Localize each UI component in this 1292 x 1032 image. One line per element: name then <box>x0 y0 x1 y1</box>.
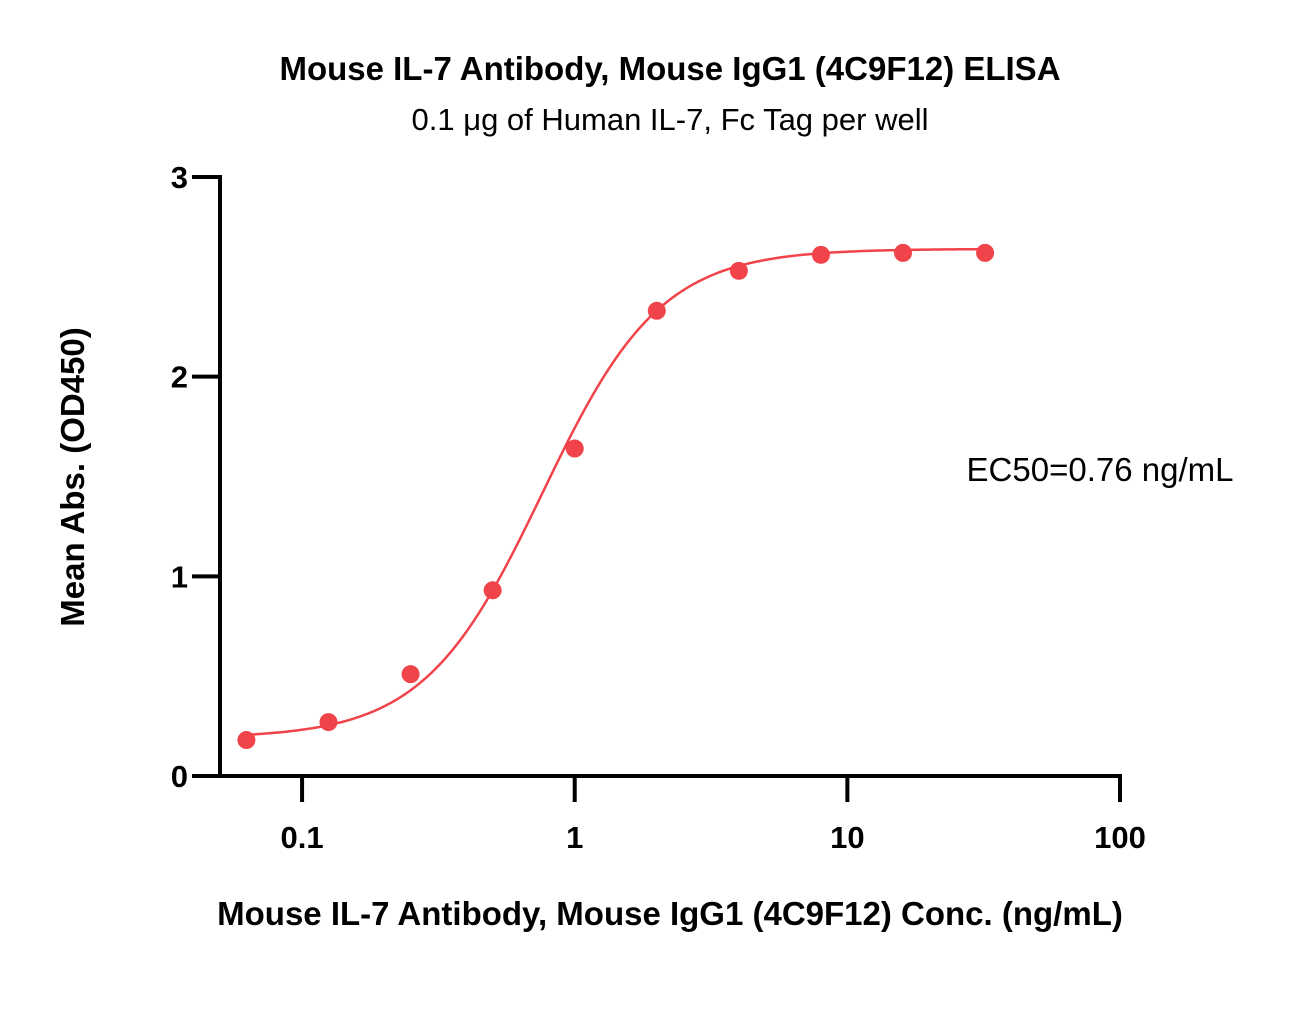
y-ticks: 0 1 2 3 <box>171 160 220 794</box>
data-point <box>483 581 502 600</box>
data-point <box>811 245 830 264</box>
data-point <box>647 301 666 320</box>
x-tick-label: 0.1 <box>281 820 324 855</box>
data-point <box>319 713 338 732</box>
x-tick-label: 100 <box>1094 820 1146 855</box>
x-tick-label: 10 <box>830 820 864 855</box>
y-tick-label: 3 <box>171 160 188 195</box>
axes: 0 1 2 3 0.1 1 10 100 <box>171 160 1146 855</box>
y-tick-label: 1 <box>171 559 188 594</box>
data-point <box>729 261 748 280</box>
x-ticks: 0.1 1 10 100 <box>281 776 1146 855</box>
data-point <box>565 439 584 458</box>
data-point <box>976 243 995 262</box>
data-points <box>237 243 995 750</box>
chart-subtitle: 0.1 μg of Human IL-7, Fc Tag per well <box>412 102 929 137</box>
y-tick-label: 2 <box>171 360 188 395</box>
data-point <box>401 665 420 684</box>
x-axis-label: Mouse IL-7 Antibody, Mouse IgG1 (4C9F12)… <box>217 895 1123 932</box>
x-tick-label: 1 <box>566 820 583 855</box>
fit-curve <box>246 247 986 737</box>
chart-title: Mouse IL-7 Antibody, Mouse IgG1 (4C9F12)… <box>279 50 1060 87</box>
ec50-annotation: EC50=0.76 ng/mL <box>967 451 1234 488</box>
y-axis-label: Mean Abs. (OD450) <box>54 327 91 627</box>
data-point <box>894 243 913 262</box>
y-tick-label: 0 <box>171 759 188 794</box>
data-point <box>237 731 256 750</box>
